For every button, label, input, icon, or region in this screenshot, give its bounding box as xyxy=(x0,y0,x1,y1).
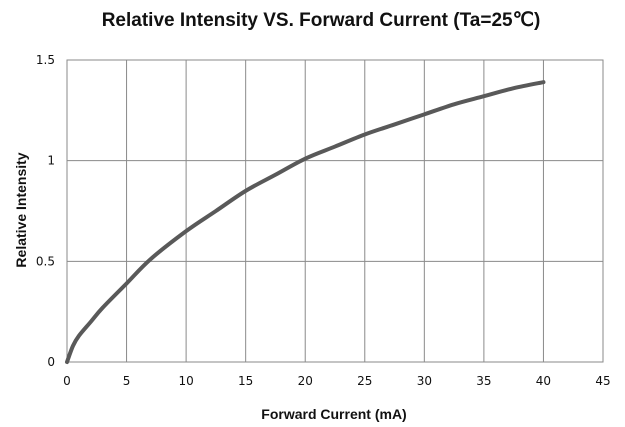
x-tick-label: 25 xyxy=(357,374,372,388)
x-tick-label: 30 xyxy=(417,374,432,388)
chart-title: Relative Intensity VS. Forward Current (… xyxy=(102,10,541,31)
x-tick-label: 40 xyxy=(536,374,551,388)
y-tick-label: 0 xyxy=(47,355,55,369)
y-tick-label: 0.5 xyxy=(36,254,55,268)
x-axis-label: Forward Current (mA) xyxy=(261,406,406,422)
x-tick-label: 10 xyxy=(178,374,193,388)
x-tick-label: 0 xyxy=(63,374,71,388)
y-tick-label: 1 xyxy=(47,154,55,168)
intensity-curve xyxy=(65,80,546,364)
x-tick-label: 20 xyxy=(298,374,313,388)
x-tick-label: 35 xyxy=(476,374,491,388)
x-tick-labels: 0 5 10 15 20 25 30 35 40 45 xyxy=(63,374,610,388)
y-axis-label: Relative Intensity xyxy=(13,152,29,267)
grid-lines xyxy=(66,59,604,363)
plot-frame xyxy=(66,59,604,363)
x-tick-label: 5 xyxy=(123,374,131,388)
x-tick-label: 15 xyxy=(238,374,253,388)
y-tick-labels: 0 0.5 1 1.5 xyxy=(36,53,55,369)
x-tick-label: 45 xyxy=(595,374,610,388)
y-tick-label: 1.5 xyxy=(36,53,55,67)
